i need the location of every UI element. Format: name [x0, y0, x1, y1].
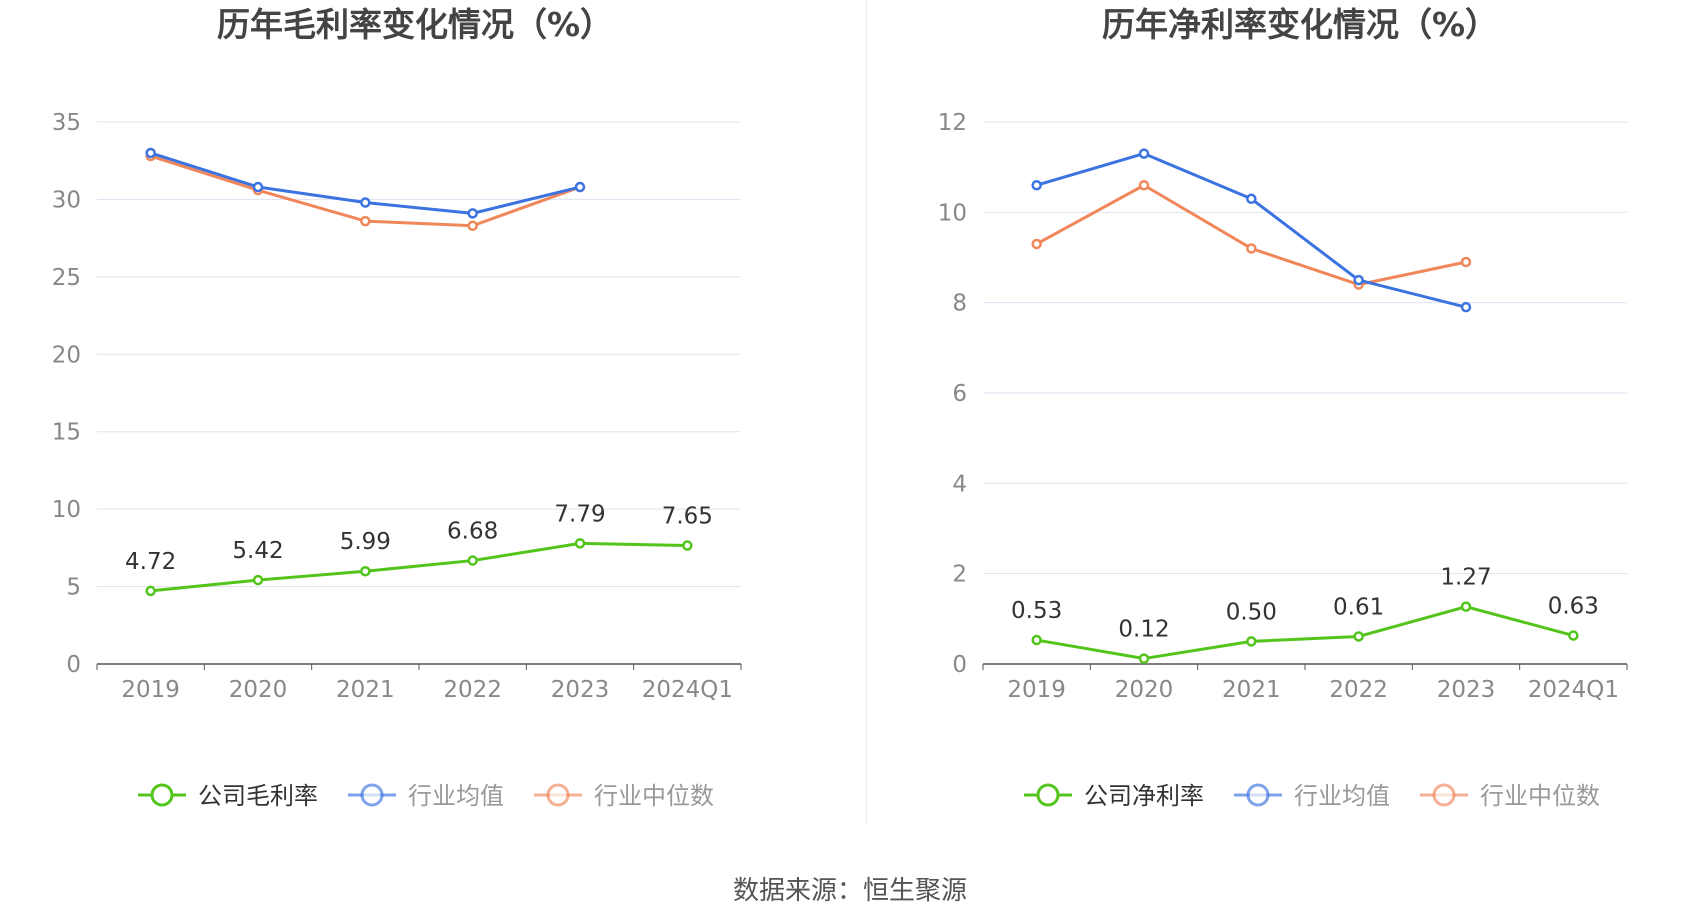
x-tick-label: 2023: [1437, 677, 1496, 703]
chart-title-0: 历年毛利率变化情况（%）: [217, 5, 613, 44]
series-line-industry_avg: [1036, 152, 1467, 309]
data-label: 0.53: [1011, 598, 1062, 624]
legend-label-industry_avg: 行业均值: [1294, 782, 1390, 810]
data-point-industry_avg: [252, 181, 264, 193]
data-point-company: [467, 555, 478, 566]
data-point-industry_median: [1031, 238, 1042, 250]
y-tick-label: 25: [52, 265, 81, 291]
legend-label-company: 公司净利率: [1084, 782, 1204, 810]
data-point-industry_median: [1460, 256, 1472, 268]
data-point-company: [1246, 636, 1257, 647]
legend-label-company: 公司毛利率: [198, 782, 318, 810]
data-point-company: [1031, 634, 1042, 646]
data-label: 1.27: [1440, 565, 1491, 591]
legend-label-industry_avg: 行业均值: [408, 782, 504, 810]
data-point-industry_median: [467, 220, 478, 232]
legend-label-industry_median: 行业中位数: [594, 782, 714, 810]
data-label: 7.79: [554, 501, 605, 527]
data-label: 7.65: [662, 504, 713, 530]
x-tick-label: 2020: [229, 677, 288, 703]
x-tick-label: 2019: [121, 677, 180, 703]
panel-divider: [866, 0, 867, 825]
data-point-industry_avg: [1460, 301, 1472, 313]
data-point-company: [360, 565, 371, 577]
data-point-company: [682, 540, 693, 551]
y-tick-label: 0: [66, 652, 81, 678]
y-tick-label: 10: [938, 200, 967, 226]
chart-title-1: 历年净利率变化情况（%）: [1102, 5, 1498, 44]
legend-label-industry_median: 行业中位数: [1480, 782, 1600, 810]
data-label: 0.63: [1548, 594, 1599, 620]
x-tick-label: 2021: [1222, 677, 1281, 703]
y-tick-label: 2: [952, 562, 967, 588]
legend-marker-company: [1036, 783, 1060, 807]
data-point-industry_avg: [1138, 148, 1150, 159]
legend-marker-industry_median: [1432, 783, 1456, 807]
data-point-industry_avg: [1031, 179, 1042, 191]
x-tick-label: 2023: [551, 677, 610, 703]
series-line-industry_median: [150, 154, 581, 228]
data-point-industry_median: [1246, 243, 1257, 254]
data-label: 6.68: [447, 519, 498, 545]
legend-marker-industry_avg: [1246, 783, 1270, 807]
data-label: 0.50: [1226, 599, 1277, 625]
data-point-company: [574, 538, 586, 549]
y-tick-label: 10: [52, 497, 81, 523]
x-tick-label: 2024Q1: [1528, 677, 1619, 703]
x-tick-label: 2019: [1007, 677, 1066, 703]
y-tick-label: 12: [938, 110, 967, 136]
y-tick-label: 15: [52, 420, 81, 446]
series-line-company: [150, 541, 688, 593]
y-tick-label: 4: [952, 471, 967, 497]
data-point-industry_avg: [467, 208, 478, 219]
series-line-company: [1036, 605, 1574, 661]
y-tick-label: 20: [52, 342, 81, 368]
x-tick-label: 2021: [336, 677, 395, 703]
data-point-industry_median: [360, 215, 371, 227]
x-tick-label: 2024Q1: [642, 677, 733, 703]
data-label: 5.99: [340, 529, 391, 555]
y-tick-label: 30: [52, 187, 81, 213]
legend-marker-industry_avg: [360, 783, 384, 807]
x-tick-label: 2022: [1329, 677, 1388, 703]
data-point-industry_avg: [145, 147, 156, 159]
legend-marker-company: [150, 783, 174, 807]
x-tick-label: 2022: [443, 677, 502, 703]
data-point-company: [1460, 601, 1472, 612]
legend-marker-industry_median: [546, 783, 570, 807]
data-point-industry_median: [1138, 179, 1150, 191]
data-label: 4.72: [125, 549, 176, 575]
data-point-company: [1138, 653, 1150, 664]
y-tick-label: 8: [952, 291, 967, 317]
data-point-company: [145, 585, 156, 597]
y-tick-label: 0: [952, 652, 967, 678]
data-point-industry_avg: [1246, 193, 1257, 205]
data-label: 5.42: [232, 538, 283, 564]
data-point-company: [1568, 630, 1579, 641]
data-point-company: [1353, 631, 1364, 642]
data-point-company: [252, 574, 264, 586]
y-tick-label: 35: [52, 110, 81, 136]
y-tick-label: 5: [66, 575, 81, 601]
data-source-note: 数据来源：恒生聚源: [732, 876, 967, 906]
data-point-industry_avg: [1353, 274, 1364, 286]
y-tick-label: 6: [952, 381, 967, 407]
x-tick-label: 2020: [1115, 677, 1174, 703]
data-label: 0.61: [1333, 594, 1384, 620]
data-label: 0.12: [1118, 617, 1169, 643]
data-point-industry_avg: [574, 181, 586, 193]
data-point-industry_avg: [360, 197, 371, 208]
